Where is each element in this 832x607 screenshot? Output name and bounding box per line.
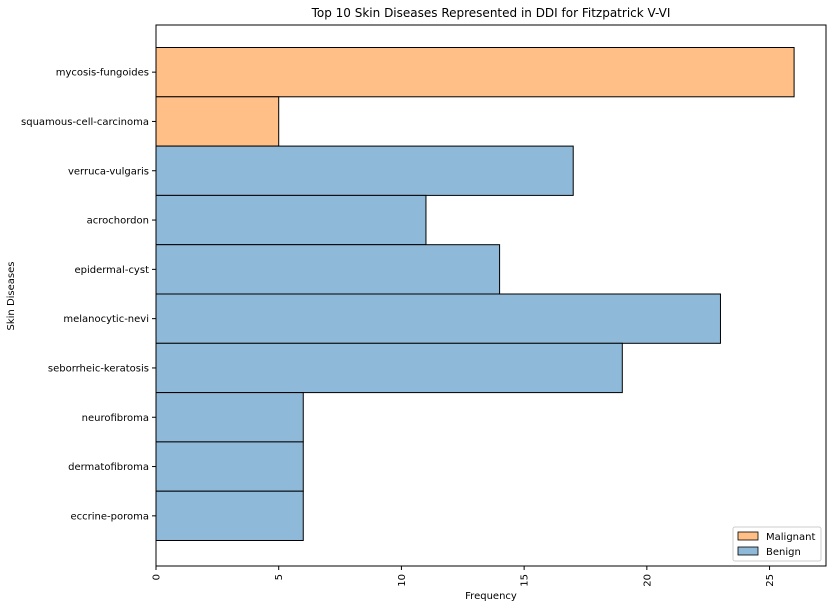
y-tick-label: mycosis-fungoides <box>56 68 149 79</box>
x-axis-title: Frequency <box>465 591 517 602</box>
bar-mycosis-fungoides <box>155 47 795 98</box>
x-axis: 0 5 10 15 20 25 <box>152 566 776 587</box>
x-tick-label: 5 <box>274 574 285 580</box>
bar-seborrheic-keratosis <box>155 342 623 394</box>
bar-verruca-vulgaris <box>155 145 574 196</box>
y-tick-label: melanocytic-nevi <box>63 314 149 325</box>
y-tick-label: seborrheic-keratosis <box>48 363 149 374</box>
plot-frame <box>155 24 827 567</box>
bar-squamous-cell-carcinoma <box>155 96 280 147</box>
legend-label-malignant: Malignant <box>766 532 815 543</box>
x-tick-label: 15 <box>520 574 531 587</box>
y-tick-label: squamous-cell-carcinoma <box>21 117 149 128</box>
bar-neurofibroma <box>155 392 304 443</box>
y-tick-label: eccrine-poroma <box>71 511 149 522</box>
x-tick-label: 20 <box>642 574 653 587</box>
bar-epidermal-cyst <box>155 244 501 295</box>
y-tick-label: epidermal-cyst <box>74 265 149 276</box>
legend-swatch-malignant <box>737 531 759 541</box>
y-tick-label: dermatofibroma <box>68 462 149 473</box>
bar-acrochordon <box>155 194 427 246</box>
bar-dermatofibroma <box>155 441 304 492</box>
bar-melanocytic-nevi <box>155 293 721 344</box>
chart-title: Top 10 Skin Diseases Represented in DDI … <box>311 6 671 20</box>
legend-swatch-benign <box>737 546 759 556</box>
y-tick-label: acrochordon <box>87 216 149 227</box>
x-tick-label: 25 <box>765 574 776 587</box>
legend-label-benign: Benign <box>766 547 801 558</box>
y-axis-title: Skin Diseases <box>6 262 17 331</box>
x-tick-label: 10 <box>397 574 408 587</box>
bar-eccrine-poroma <box>155 490 304 542</box>
x-tick-label: 0 <box>152 574 163 580</box>
y-tick-label: neurofibroma <box>82 413 149 424</box>
y-tick-label: verruca-vulgaris <box>68 166 149 177</box>
y-axis: mycosis-fungoides squamous-cell-carcinoma… <box>21 68 156 522</box>
legend: Malignant Benign <box>732 526 822 562</box>
bars-group <box>155 47 795 542</box>
